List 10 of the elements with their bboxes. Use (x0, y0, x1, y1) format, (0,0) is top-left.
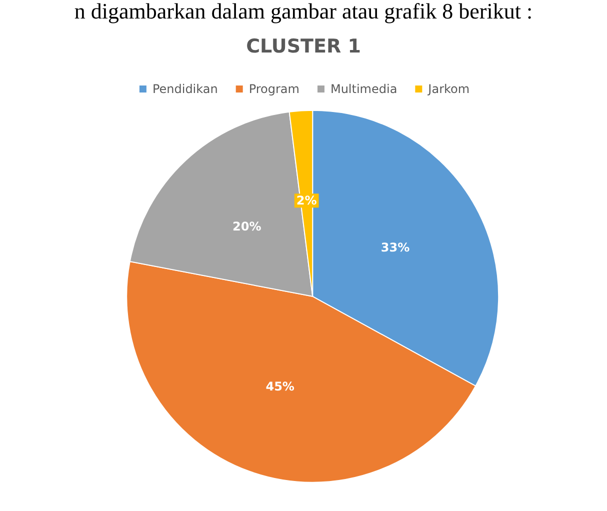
data-label: 20% (232, 219, 262, 234)
legend-label: Program (248, 82, 300, 96)
data-label: 45% (266, 380, 294, 394)
data-label: 33% (380, 240, 410, 255)
data-label: 2% (296, 194, 317, 208)
legend-label: Pendidikan (152, 82, 218, 96)
chart-title: CLUSTER 1 (246, 36, 361, 58)
legend-label: Multimedia (330, 82, 398, 96)
text: n digambarkan dalam gambar atau grafik 8 berikut : (74, 0, 533, 24)
legend-label: Jarkom (427, 82, 470, 96)
